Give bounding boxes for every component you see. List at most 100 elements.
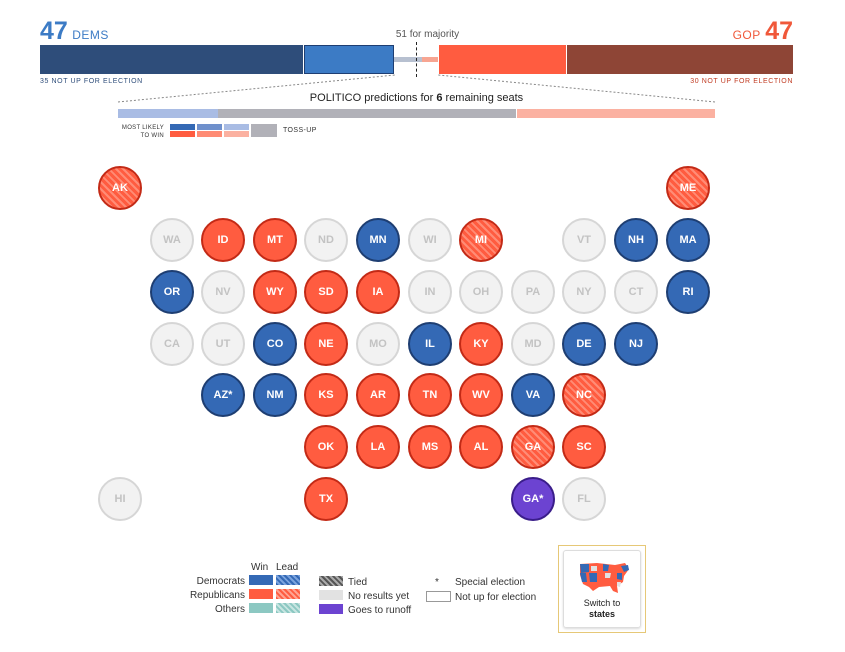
state-tile-vt[interactable]: VT <box>562 218 606 262</box>
legend-asterisk: * <box>435 577 439 588</box>
state-tile-ia[interactable]: IA <box>356 270 400 314</box>
state-tile-az-special[interactable]: AZ* <box>201 373 245 417</box>
state-tile-ar[interactable]: AR <box>356 373 400 417</box>
pred-tossup-segment <box>218 109 516 118</box>
state-tile-ga-special[interactable]: GA* <box>511 477 555 521</box>
state-tile-ak[interactable]: AK <box>98 166 142 210</box>
state-tile-pa[interactable]: PA <box>511 270 555 314</box>
legend-lead-header: Lead <box>276 562 299 573</box>
legend-other-win-swatch <box>249 603 273 613</box>
state-tile-ne[interactable]: NE <box>304 322 348 366</box>
state-tile-sd[interactable]: SD <box>304 270 348 314</box>
switch-to-states-button[interactable]: Switch to states <box>558 545 646 633</box>
state-tile-or[interactable]: OR <box>150 270 194 314</box>
legend-tied: Tied <box>348 577 368 588</box>
state-tile-ky[interactable]: KY <box>459 322 503 366</box>
state-tile-ct[interactable]: CT <box>614 270 658 314</box>
state-tile-ms[interactable]: MS <box>408 425 452 469</box>
state-tile-fl[interactable]: FL <box>562 477 606 521</box>
state-tile-mn[interactable]: MN <box>356 218 400 262</box>
state-tile-co[interactable]: CO <box>253 322 297 366</box>
state-tile-hi[interactable]: HI <box>98 477 142 521</box>
legend-others: Others <box>214 604 245 615</box>
state-tile-wy[interactable]: WY <box>253 270 297 314</box>
tossup-label: TOSS-UP <box>283 127 317 134</box>
switch-label-line1: Switch to <box>583 598 621 608</box>
state-tile-la[interactable]: LA <box>356 425 400 469</box>
state-tile-ok[interactable]: OK <box>304 425 348 469</box>
predictions-bar <box>118 109 715 118</box>
state-tile-md[interactable]: MD <box>511 322 555 366</box>
prediction-connector <box>117 74 716 103</box>
state-tile-nm[interactable]: NM <box>253 373 297 417</box>
us-map-icon <box>580 563 629 593</box>
legend-other-lead-swatch <box>276 603 300 613</box>
gop-label: GOP <box>732 28 761 42</box>
pred-dem-segment <box>118 109 218 118</box>
dem-not-up-note: 35 NOT UP FOR ELECTION <box>40 78 143 85</box>
gop-count: 47 <box>765 17 793 45</box>
majority-line <box>416 42 417 77</box>
state-tile-ri[interactable]: RI <box>666 270 710 314</box>
dem-header: 47 DEMS <box>40 19 109 44</box>
state-tile-il[interactable]: IL <box>408 322 452 366</box>
legend-win-header: Win <box>251 562 269 573</box>
pending-gop-segment <box>422 57 438 62</box>
state-tile-ut[interactable]: UT <box>201 322 245 366</box>
gop-not-up-segment <box>567 45 793 74</box>
legend-no-results-swatch <box>319 590 343 600</box>
state-tile-wa[interactable]: WA <box>150 218 194 262</box>
state-tile-nh[interactable]: NH <box>614 218 658 262</box>
state-tile-de[interactable]: DE <box>562 322 606 366</box>
predictions-title: POLITICO predictions for 6 remaining sea… <box>309 92 524 104</box>
state-tile-mi[interactable]: MI <box>459 218 503 262</box>
legend-runoff-swatch <box>319 604 343 614</box>
legend-special: Special election <box>455 577 526 588</box>
state-tile-wv[interactable]: WV <box>459 373 503 417</box>
state-tile-va[interactable]: VA <box>511 373 555 417</box>
gop-won-segment[interactable] <box>439 45 566 74</box>
legend-runoff: Goes to runoff <box>348 605 412 616</box>
dem-won-segment[interactable] <box>304 45 394 74</box>
gop-not-up-note: 30 NOT UP FOR ELECTION <box>690 78 793 85</box>
state-tile-ga[interactable]: GA <box>511 425 555 469</box>
pred-gop-segment <box>517 109 715 118</box>
legend-gop-win-swatch <box>249 589 273 599</box>
legend-not-up: Not up for election <box>455 592 537 603</box>
dem-label: DEMS <box>72 28 109 42</box>
gop-header: GOP 47 <box>733 19 793 44</box>
state-tile-sc[interactable]: SC <box>562 425 606 469</box>
state-tile-ny[interactable]: NY <box>562 270 606 314</box>
legend-democrats: Democrats <box>196 576 245 587</box>
state-tile-ma[interactable]: MA <box>666 218 710 262</box>
state-tile-nd[interactable]: ND <box>304 218 348 262</box>
seat-bar <box>40 42 793 77</box>
state-tile-nj[interactable]: NJ <box>614 322 658 366</box>
state-tile-ca[interactable]: CA <box>150 322 194 366</box>
legend-gop-lead-swatch <box>276 589 300 599</box>
majority-label: 51 for majority <box>395 29 460 40</box>
dem-not-up-segment <box>40 45 303 74</box>
legend-no-results: No results yet <box>348 591 410 602</box>
state-tile-tn[interactable]: TN <box>408 373 452 417</box>
state-tile-ks[interactable]: KS <box>304 373 348 417</box>
state-tile-oh[interactable]: OH <box>459 270 503 314</box>
predictions-count: 6 <box>436 92 443 104</box>
state-tile-me[interactable]: ME <box>666 166 710 210</box>
state-tile-wi[interactable]: WI <box>408 218 452 262</box>
state-tile-al[interactable]: AL <box>459 425 503 469</box>
switch-label-line2: states <box>588 609 615 619</box>
legend-dem-win-swatch <box>249 575 273 585</box>
state-tile-mt[interactable]: MT <box>253 218 297 262</box>
state-tile-nc[interactable]: NC <box>562 373 606 417</box>
state-tile-id[interactable]: ID <box>201 218 245 262</box>
legend-not-up-swatch <box>426 591 451 602</box>
state-tile-in[interactable]: IN <box>408 270 452 314</box>
state-tile-mo[interactable]: MO <box>356 322 400 366</box>
state-tile-tx[interactable]: TX <box>304 477 348 521</box>
dem-count: 47 <box>40 17 68 45</box>
state-tile-nv[interactable]: NV <box>201 270 245 314</box>
most-likely-label: MOST LIKELY TO WIN <box>121 125 164 139</box>
legend-dem-lead-swatch <box>276 575 300 585</box>
legend-tied-swatch <box>319 576 343 586</box>
